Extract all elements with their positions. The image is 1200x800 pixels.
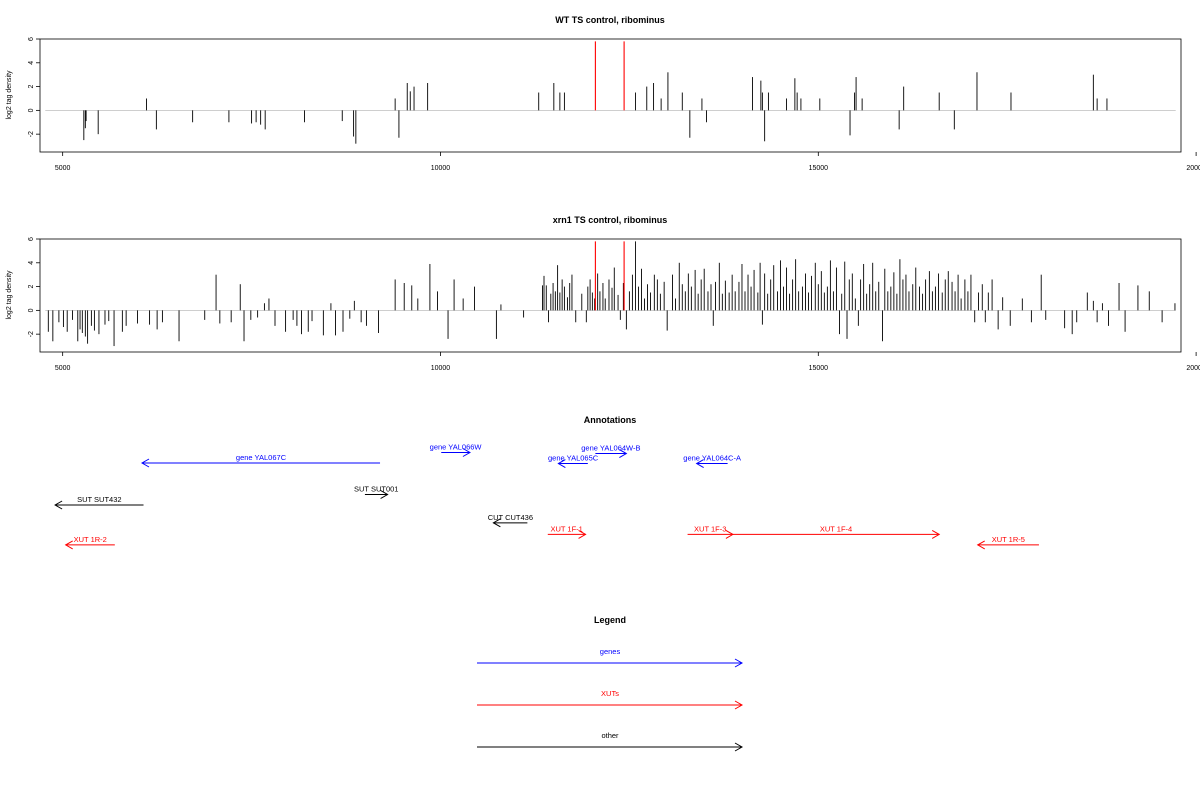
- legend-entries: genes XUTs other: [477, 647, 744, 752]
- panel-wt-plot-area: -2 0 2 4 6 5000 10000 15000 20000: [28, 37, 1200, 172]
- legend-label: genes: [600, 647, 621, 656]
- annotation-arrow: [364, 490, 389, 499]
- annotation-label: gene YAL064W-B: [581, 444, 640, 453]
- legend-label: other: [601, 731, 619, 740]
- legend-arrow: [477, 700, 744, 710]
- annotation-label: XUT 1F-4: [820, 524, 852, 533]
- y-tick-label: 4: [28, 261, 35, 265]
- y-tick-label: 6: [28, 37, 35, 41]
- panel-xrn1-plot-area: -2 0 2 4 6 5000 10000 15000 20000: [28, 237, 1200, 372]
- annotation-label: gene YAL064C-A: [683, 454, 741, 463]
- x-tick-label: 15000: [809, 365, 829, 372]
- annotation-arrow: [595, 449, 628, 458]
- x-tick-label: 5000: [55, 365, 71, 372]
- annotation-arrow: [492, 518, 528, 528]
- annotation-label: XUT 1F-1: [550, 524, 582, 533]
- panel-xrn1-ylabel: log2 tag density: [6, 270, 13, 320]
- annotation-arrow: [547, 529, 587, 539]
- annotation-arrow: [54, 500, 144, 510]
- annotation-label: XUT 1F-3: [694, 524, 726, 533]
- x-tick-label: 15000: [809, 165, 829, 172]
- panel-wt-title: WT TS control, ribominus: [555, 15, 665, 25]
- x-tick-label: 5000: [55, 165, 71, 172]
- annotation-arrow: [732, 529, 941, 539]
- annotation-label: SUT SUT432: [77, 495, 121, 504]
- annotation-arrow: [695, 459, 728, 468]
- annotation-label: gene YAL065C: [548, 454, 599, 463]
- panel-xrn1-title: xrn1 TS control, ribominus: [553, 215, 668, 225]
- annotations-title: Annotations: [584, 415, 637, 425]
- y-tick-label: -2: [28, 131, 35, 137]
- panel-wt: WT TS control, ribominus log2 tag densit…: [6, 15, 1200, 172]
- annotation-label: SUT SUT001: [354, 485, 398, 494]
- panel-xrn1: xrn1 TS control, ribominus log2 tag dens…: [6, 215, 1200, 372]
- annotation-label: gene YAL067C: [236, 453, 287, 462]
- y-tick-label: 2: [28, 85, 35, 89]
- x-tick-label: 10000: [431, 165, 451, 172]
- annotation-arrow: [557, 459, 588, 468]
- annotation-arrow: [141, 458, 381, 468]
- legend-panel: Legend genes XUTs other: [477, 615, 744, 752]
- y-tick-label: 0: [28, 308, 35, 312]
- x-tick-label: 10000: [431, 365, 451, 372]
- annotation-label: XUT 1R-2: [74, 535, 107, 544]
- x-tick-label: 20000: [1186, 365, 1200, 372]
- panel-wt-ylabel: log2 tag density: [6, 70, 13, 120]
- legend-arrow: [477, 742, 744, 752]
- annotation-label: CUT CUT436: [488, 513, 533, 522]
- annotation-label: gene YAL066W: [430, 443, 483, 452]
- legend-arrow: [477, 658, 744, 668]
- annotations-panel: Annotations gene YAL067C gene YAL066W gene…: [54, 415, 1039, 550]
- panel-wt-frame: [39, 38, 1182, 153]
- y-tick-label: 6: [28, 237, 35, 241]
- annotation-label: XUT 1R-5: [992, 535, 1025, 544]
- x-tick-label: 20000: [1186, 165, 1200, 172]
- panel-xrn1-frame: [39, 238, 1182, 353]
- y-tick-label: 4: [28, 61, 35, 65]
- legend-title: Legend: [594, 615, 626, 625]
- y-tick-label: 0: [28, 108, 35, 112]
- y-tick-label: -2: [28, 331, 35, 337]
- annotation-arrow: [976, 540, 1039, 550]
- annotation-arrow: [441, 448, 471, 457]
- y-tick-label: 2: [28, 285, 35, 289]
- annotation-arrow: [64, 540, 115, 550]
- legend-label: XUTs: [601, 689, 619, 698]
